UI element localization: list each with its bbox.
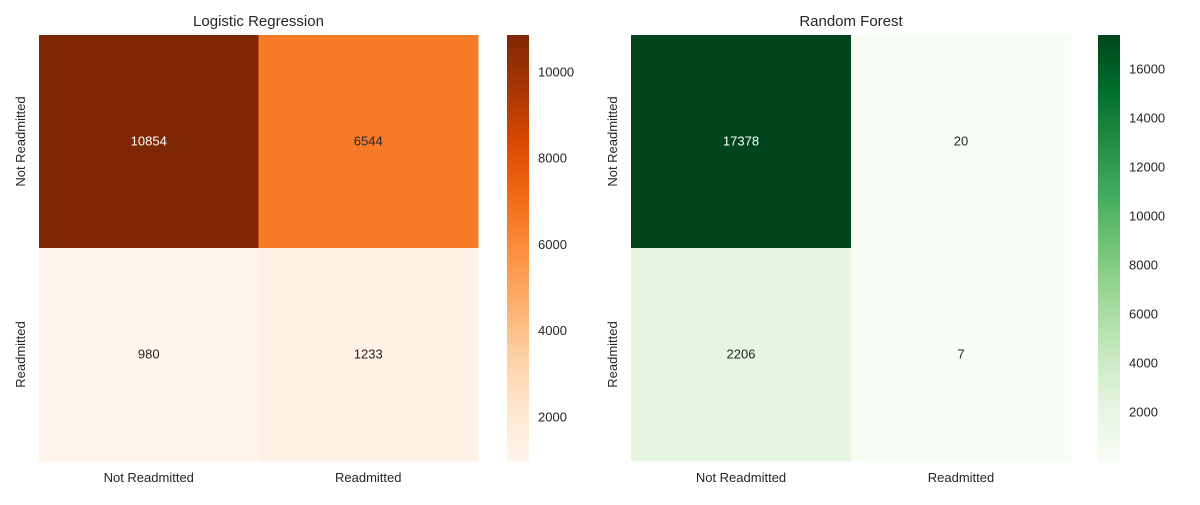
heatmap-cell: [631, 35, 852, 249]
heatmap-cell: [258, 248, 479, 462]
chart-title: Logistic Regression: [193, 13, 324, 30]
cell-value-label: 20: [954, 134, 968, 149]
y-tick-label: Not Readmitted: [13, 96, 28, 186]
cell-value-label: 10854: [131, 134, 167, 149]
x-tick-label: Not Readmitted: [696, 470, 786, 485]
colorbar-tick-label: 14000: [1129, 110, 1165, 125]
colorbar: [1098, 35, 1120, 461]
cell-value-label: 1233: [354, 347, 383, 362]
x-tick-label: Readmitted: [928, 470, 994, 485]
colorbar-tick-label: 2000: [538, 409, 567, 424]
x-tick-label: Not Readmitted: [104, 470, 194, 485]
heatmap-cell: [851, 248, 1072, 462]
x-tick-label: Readmitted: [335, 470, 401, 485]
y-tick-label: Readmitted: [13, 321, 28, 387]
colorbar-tick-label: 12000: [1129, 159, 1165, 174]
heatmap-cell: [39, 35, 259, 249]
colorbar-tick-label: 4000: [538, 323, 567, 338]
colorbar-tick-label: 10000: [1129, 208, 1165, 223]
heatmap-cell: [258, 35, 479, 249]
colorbar: [507, 35, 529, 461]
colorbar-tick-label: 6000: [1129, 307, 1158, 322]
colorbar-tick-label: 8000: [1129, 257, 1158, 272]
heatmap-panel-1: Logistic Regression 10854 6544 980 1233 Not R…: [13, 13, 574, 485]
colorbar-tick-label: 16000: [1129, 61, 1165, 76]
colorbar-tick-label: 10000: [538, 64, 574, 79]
colorbar-tick-label: 6000: [538, 237, 567, 252]
heatmap-cell: [631, 248, 852, 462]
cell-value-label: 980: [138, 347, 160, 362]
cell-value-label: 6544: [354, 134, 383, 149]
colorbar-tick-label: 8000: [538, 151, 567, 166]
y-tick-label: Not Readmitted: [605, 96, 620, 186]
chart-title: Random Forest: [799, 13, 903, 30]
heatmap-cell: [39, 248, 259, 462]
y-tick-label: Readmitted: [605, 321, 620, 387]
heatmap-panel-2: Random Forest 17378 20 2206 7 Not Readmitted R…: [605, 13, 1165, 485]
cell-value-label: 7: [957, 347, 964, 362]
cell-value-label: 2206: [727, 347, 756, 362]
colorbar-tick-label: 4000: [1129, 356, 1158, 371]
colorbar-tick-label: 2000: [1129, 405, 1158, 420]
cell-value-label: 17378: [723, 134, 759, 149]
heatmap-cell: [851, 35, 1072, 249]
